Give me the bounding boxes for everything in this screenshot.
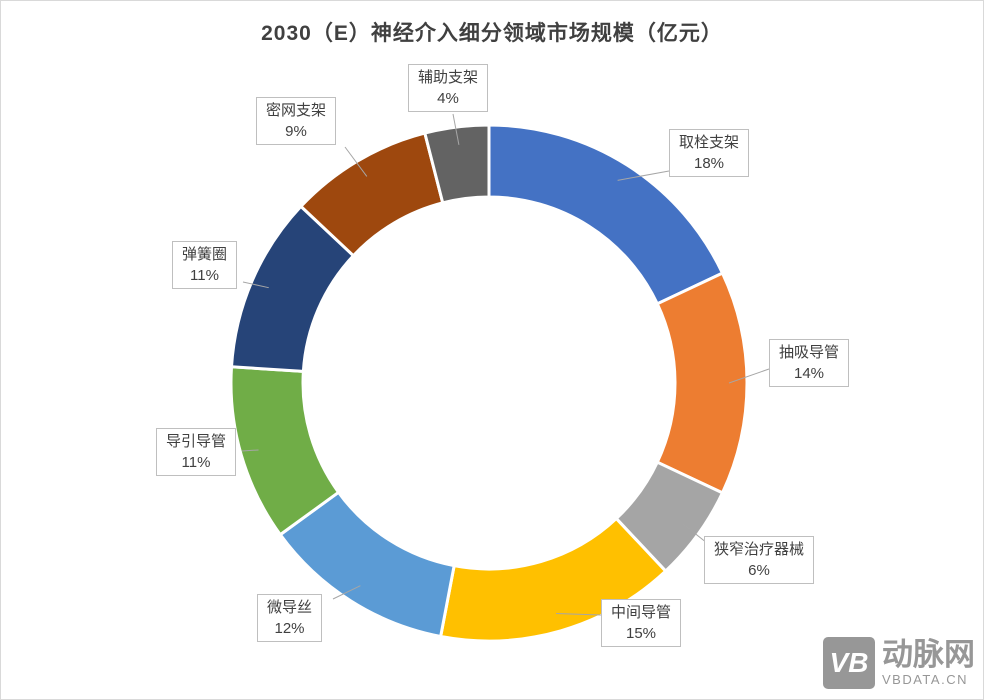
leader-line-2 (682, 523, 708, 544)
slice-label-name: 弹簧圈 (182, 246, 228, 263)
slice-label-pct: 9% (285, 123, 307, 140)
watermark-domain: VBDATA.CN (882, 671, 968, 687)
slice-label-assist-stent: 辅助支架 4% (408, 64, 489, 112)
slice-label-pct: 11% (181, 454, 211, 471)
slice-label-guiding-catheter: 导引导管 11% (156, 428, 237, 476)
slice-label-pct: 4% (437, 90, 459, 107)
slice-label-pct: 12% (274, 620, 305, 637)
slice-label-pct: 6% (748, 562, 770, 579)
leader-line-4 (332, 585, 361, 600)
leader-line-8 (452, 113, 460, 145)
slice-label-name: 辅助支架 (418, 69, 479, 86)
slice-label-name: 导引导管 (166, 433, 227, 450)
donut-slice-1 (655, 271, 749, 495)
leader-line-7 (344, 146, 368, 177)
slice-label-micro-guidewire: 微导丝 12% (257, 594, 323, 642)
leader-line-3 (555, 612, 602, 616)
watermark-brand: 动脉网 (882, 636, 975, 672)
slice-label-flow-diverter-stent: 密网支架 9% (256, 97, 337, 145)
leader-line-0 (617, 170, 670, 181)
chart-title: 2030（E）神经介入细分领域市场规模（亿元） (261, 22, 723, 45)
slice-label-name: 抽吸导管 (779, 344, 840, 361)
donut-slice-8 (423, 123, 491, 205)
slice-label-thrombectomy-stent: 取栓支架 18% (669, 129, 750, 177)
slice-label-name: 取栓支架 (679, 134, 740, 151)
slice-label-pct: 18% (693, 155, 725, 172)
slice-label-pct: 14% (793, 365, 825, 382)
slice-label-name: 狭窄治疗器械 (714, 541, 805, 558)
watermark: VB 动脉网 VBDATA.CN (823, 637, 975, 689)
slice-label-name: 微导丝 (267, 599, 313, 616)
leader-line-1 (728, 368, 770, 384)
slice-label-stenosis-treatment-device: 狭窄治疗器械 6% (704, 536, 815, 584)
slice-label-coil: 弹簧圈 11% (172, 241, 238, 289)
slice-label-pct: 11% (190, 267, 219, 284)
watermark-text: 动脉网 VBDATA.CN (882, 636, 975, 688)
slice-label-aspiration-catheter: 抽吸导管 14% (769, 339, 850, 387)
slice-label-name: 中间导管 (611, 604, 672, 621)
slice-label-pct: 15% (625, 625, 657, 642)
vbdata-logo-icon: VB (823, 637, 875, 689)
slice-label-intermediate-catheter: 中间导管 15% (601, 599, 682, 647)
slice-label-name: 密网支架 (266, 102, 327, 119)
leader-line-5 (241, 449, 259, 452)
leader-line-6 (242, 281, 269, 289)
